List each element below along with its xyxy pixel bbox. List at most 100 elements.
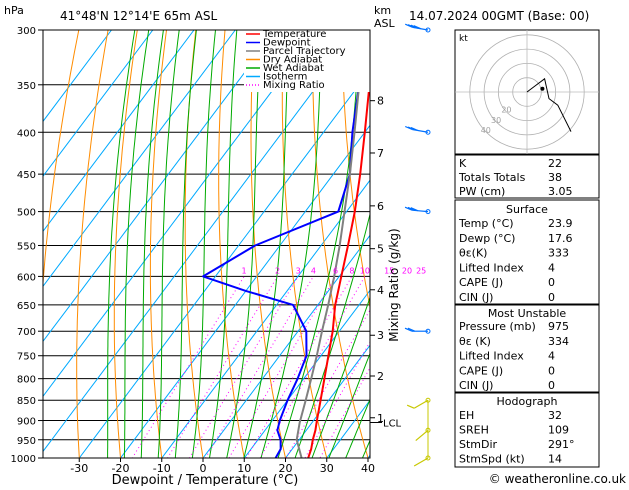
lcl-label: LCL bbox=[383, 419, 402, 430]
surface-row-value: 333 bbox=[548, 247, 569, 260]
legend-entry: Mixing Ratio bbox=[263, 80, 325, 91]
datetime-label: 14.07.2024 00GMT (Base: 00) bbox=[409, 9, 589, 23]
most-unstable-row-value: 975 bbox=[548, 320, 569, 333]
height-tick-label: 5 bbox=[377, 243, 384, 256]
height-tick-label: 4 bbox=[377, 284, 384, 297]
mixing-ratio-label: 10 bbox=[360, 266, 370, 275]
hodograph-table-row-value: 109 bbox=[548, 424, 569, 437]
height-tick-label: 6 bbox=[377, 200, 384, 213]
hodograph-table-title: Hodograph bbox=[497, 395, 558, 408]
pressure-unit-label: hPa bbox=[4, 4, 24, 17]
pressure-tick-label: 900 bbox=[17, 417, 36, 428]
mixing-ratio-label: 20 bbox=[402, 266, 412, 275]
temperature-tick-label: 40 bbox=[361, 462, 375, 475]
height-unit-km: km bbox=[374, 4, 391, 17]
pressure-tick-label: 350 bbox=[17, 81, 36, 92]
pw-label: PW (cm) bbox=[459, 185, 505, 198]
pressure-tick-label: 500 bbox=[17, 208, 36, 219]
hodograph-table-row-value: 14 bbox=[548, 453, 562, 466]
isotherm-line bbox=[149, 30, 483, 475]
surface-row-label: θε(K) bbox=[459, 247, 487, 260]
series-parcel-trajectory-line bbox=[297, 30, 363, 458]
credit-label: © weatheronline.co.uk bbox=[489, 472, 626, 486]
isotherm-line bbox=[0, 30, 235, 475]
k-value: 22 bbox=[548, 157, 562, 170]
most-unstable-row-label: CAPE (J) bbox=[459, 364, 503, 377]
dry-adiabat-line bbox=[77, 18, 111, 475]
surface-row-label: Lifted Index bbox=[459, 261, 524, 274]
surface-row-value: 23.9 bbox=[548, 217, 573, 230]
pressure-tick-label: 450 bbox=[17, 170, 36, 181]
mixing-ratio-label: 1 bbox=[242, 266, 247, 275]
height-tick-label: 7 bbox=[377, 147, 384, 160]
hodograph-table-row-label: StmSpd (kt) bbox=[459, 453, 525, 466]
pressure-tick-label: 1000 bbox=[11, 454, 36, 465]
surface-row-value: 17.6 bbox=[548, 232, 573, 245]
hodograph-ring-label: 40 bbox=[481, 126, 491, 135]
surface-row-label: Dewp (°C) bbox=[459, 232, 515, 245]
wet-adiabat-line bbox=[190, 18, 217, 475]
wind-barb-flag bbox=[407, 405, 414, 408]
surface-row-label: CIN (J) bbox=[459, 291, 493, 304]
pressure-tick-label: 750 bbox=[17, 352, 36, 363]
mixing-ratio-label: 25 bbox=[416, 266, 426, 275]
wet-adiabat-line bbox=[207, 18, 238, 475]
surface-row-label: CAPE (J) bbox=[459, 276, 503, 289]
pressure-tick-label: 850 bbox=[17, 396, 36, 407]
height-tick-label: 8 bbox=[377, 95, 384, 108]
surface-row-value: 0 bbox=[548, 276, 555, 289]
most-unstable-row-value: 0 bbox=[548, 379, 555, 392]
height-unit-asl: ASL bbox=[374, 17, 396, 30]
most-unstable-row-label: Pressure (mb) bbox=[459, 320, 536, 333]
hodograph-storm-motion bbox=[540, 87, 544, 91]
mixing-ratio-label: 6 bbox=[333, 266, 338, 275]
tt-label: Totals Totals bbox=[458, 171, 526, 184]
surface-row-value: 0 bbox=[548, 291, 555, 304]
isotherm-line bbox=[0, 30, 153, 475]
wet-adiabat-line bbox=[108, 18, 137, 475]
isotherm-line bbox=[25, 30, 359, 475]
pressure-tick-label: 700 bbox=[17, 327, 36, 338]
wind-barbs bbox=[405, 24, 430, 466]
hodograph-table-row-label: SREH bbox=[459, 424, 489, 437]
surface-row-value: 4 bbox=[548, 261, 555, 274]
pressure-tick-label: 400 bbox=[17, 128, 36, 139]
height-tick-label: 3 bbox=[377, 329, 384, 342]
wet-adiabat-line bbox=[124, 18, 151, 475]
dry-adiabat-line bbox=[185, 18, 206, 475]
mixing-ratio-label: 2 bbox=[275, 266, 280, 275]
indices-table: K 22 Totals Totals 38 PW (cm) 3.05 bbox=[455, 155, 599, 198]
most-unstable-row-value: 4 bbox=[548, 350, 555, 363]
most-unstable-row-label: Lifted Index bbox=[459, 350, 524, 363]
pressure-tick-label: 600 bbox=[17, 272, 36, 283]
location-label: 41°48'N 12°14'E 65m ASL bbox=[60, 9, 217, 23]
pressure-tick-label: 950 bbox=[17, 436, 36, 447]
hodograph-table-row-value: 291° bbox=[548, 438, 575, 451]
dry-adiabat-line bbox=[602, 18, 629, 475]
hodograph-table-row-label: StmDir bbox=[459, 438, 498, 451]
mixing-ratio-line bbox=[219, 276, 336, 475]
mixing-ratio-label: 8 bbox=[349, 266, 354, 275]
pressure-tick-label: 800 bbox=[17, 375, 36, 386]
hodograph-table-row-value: 32 bbox=[548, 409, 562, 422]
mixing-ratio-axis-title: Mixing Ratio (g/kg) bbox=[387, 228, 401, 341]
isotherm-line bbox=[66, 30, 400, 475]
dry-adiabat-line bbox=[38, 18, 82, 475]
height-tick-label: 2 bbox=[377, 370, 384, 383]
pressure-tick-label: 650 bbox=[17, 301, 36, 312]
temperature-tick-label: -30 bbox=[70, 462, 88, 475]
most-unstable-row-label: CIN (J) bbox=[459, 379, 493, 392]
hodograph-unit-label: kt bbox=[459, 34, 468, 44]
hodograph-ring-label: 30 bbox=[491, 116, 501, 125]
hodograph-ring-label: 20 bbox=[501, 106, 511, 115]
mixing-ratio-label: 3 bbox=[296, 266, 301, 275]
wet-adiabat-line bbox=[141, 18, 166, 475]
mixing-ratio-label: 4 bbox=[311, 266, 316, 275]
